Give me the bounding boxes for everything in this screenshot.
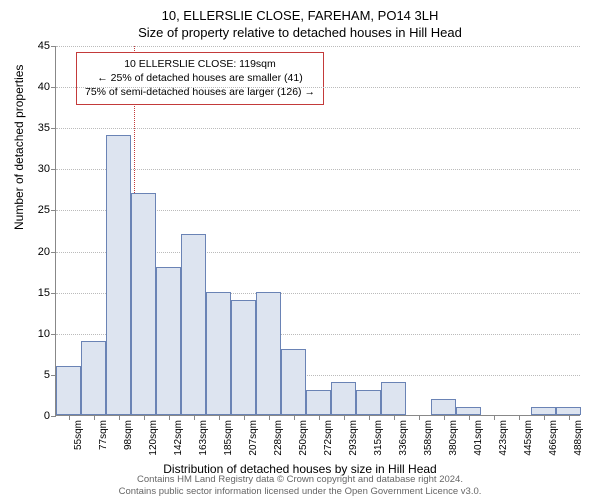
page-title-line1: 10, ELLERSLIE CLOSE, FAREHAM, PO14 3LH [0, 8, 600, 23]
gridline [56, 87, 580, 88]
footer: Contains HM Land Registry data © Crown c… [0, 474, 600, 498]
histogram-bar [531, 407, 556, 415]
plot-region: 10 ELLERSLIE CLOSE: 119sqm ← 25% of deta… [55, 46, 580, 416]
ytick-mark [51, 293, 56, 294]
xtick-label: 185sqm [223, 420, 234, 456]
ytick-mark [51, 334, 56, 335]
histogram-bar [56, 366, 81, 415]
xtick-label: 293sqm [348, 420, 359, 456]
ytick-mark [51, 169, 56, 170]
ytick-label: 20 [38, 246, 50, 258]
gridline [56, 169, 580, 170]
xtick-mark [444, 415, 445, 420]
xtick-label: 315sqm [373, 420, 384, 456]
histogram-bar [81, 341, 106, 415]
footer-line1: Contains HM Land Registry data © Crown c… [0, 474, 600, 486]
histogram-bar [131, 193, 156, 415]
xtick-label: 207sqm [248, 420, 259, 456]
annotation-box: 10 ELLERSLIE CLOSE: 119sqm ← 25% of deta… [76, 52, 324, 105]
ytick-label: 15 [38, 287, 50, 299]
ytick-mark [51, 87, 56, 88]
xtick-mark [519, 415, 520, 420]
ytick-label: 5 [44, 369, 50, 381]
xtick-mark [219, 415, 220, 420]
histogram-bar [206, 292, 231, 415]
ytick-label: 0 [44, 410, 50, 422]
histogram-bar [281, 349, 306, 415]
histogram-bar [256, 292, 281, 415]
xtick-mark [569, 415, 570, 420]
histogram-bar [431, 399, 456, 415]
xtick-mark [169, 415, 170, 420]
histogram-bar [556, 407, 581, 415]
xtick-label: 120sqm [148, 420, 159, 456]
ytick-mark [51, 128, 56, 129]
xtick-label: 401sqm [473, 420, 484, 456]
xtick-label: 55sqm [73, 420, 84, 450]
xtick-mark [419, 415, 420, 420]
annotation-line1: 10 ELLERSLIE CLOSE: 119sqm [85, 57, 315, 71]
ytick-label: 25 [38, 204, 50, 216]
gridline [56, 128, 580, 129]
y-axis-label: Number of detached properties [12, 65, 26, 230]
xtick-label: 445sqm [523, 420, 534, 456]
xtick-label: 466sqm [548, 420, 559, 456]
ytick-mark [51, 416, 56, 417]
xtick-mark [294, 415, 295, 420]
histogram-bar [356, 390, 381, 415]
xtick-label: 272sqm [323, 420, 334, 456]
ytick-mark [51, 375, 56, 376]
histogram-bar [456, 407, 481, 415]
xtick-mark [394, 415, 395, 420]
page-title-line2: Size of property relative to detached ho… [0, 25, 600, 40]
histogram-bar [231, 300, 256, 415]
histogram-bar [156, 267, 181, 415]
xtick-label: 358sqm [423, 420, 434, 456]
xtick-mark [69, 415, 70, 420]
xtick-label: 142sqm [173, 420, 184, 456]
ytick-label: 40 [38, 81, 50, 93]
xtick-label: 336sqm [398, 420, 409, 456]
xtick-mark [269, 415, 270, 420]
xtick-mark [544, 415, 545, 420]
xtick-mark [344, 415, 345, 420]
histogram-bar [331, 382, 356, 415]
histogram-bar [106, 135, 131, 415]
xtick-label: 228sqm [273, 420, 284, 456]
ytick-label: 35 [38, 122, 50, 134]
footer-line2: Contains public sector information licen… [0, 486, 600, 498]
gridline [56, 46, 580, 47]
xtick-label: 423sqm [498, 420, 509, 456]
annotation-line2: ← 25% of detached houses are smaller (41… [85, 71, 315, 85]
ytick-mark [51, 210, 56, 211]
histogram-bar [381, 382, 406, 415]
xtick-mark [494, 415, 495, 420]
histogram-bar [306, 390, 331, 415]
xtick-label: 250sqm [298, 420, 309, 456]
ytick-mark [51, 46, 56, 47]
xtick-mark [144, 415, 145, 420]
xtick-mark [244, 415, 245, 420]
ytick-label: 10 [38, 328, 50, 340]
xtick-mark [319, 415, 320, 420]
ytick-label: 45 [38, 40, 50, 52]
xtick-label: 380sqm [448, 420, 459, 456]
xtick-mark [369, 415, 370, 420]
xtick-label: 77sqm [98, 420, 109, 450]
xtick-label: 488sqm [573, 420, 584, 456]
ytick-mark [51, 252, 56, 253]
xtick-label: 163sqm [198, 420, 209, 456]
xtick-label: 98sqm [123, 420, 134, 450]
histogram-bar [181, 234, 206, 415]
chart-area: 10 ELLERSLIE CLOSE: 119sqm ← 25% of deta… [55, 46, 580, 416]
xtick-mark [469, 415, 470, 420]
ytick-label: 30 [38, 163, 50, 175]
xtick-mark [119, 415, 120, 420]
xtick-mark [194, 415, 195, 420]
xtick-mark [94, 415, 95, 420]
